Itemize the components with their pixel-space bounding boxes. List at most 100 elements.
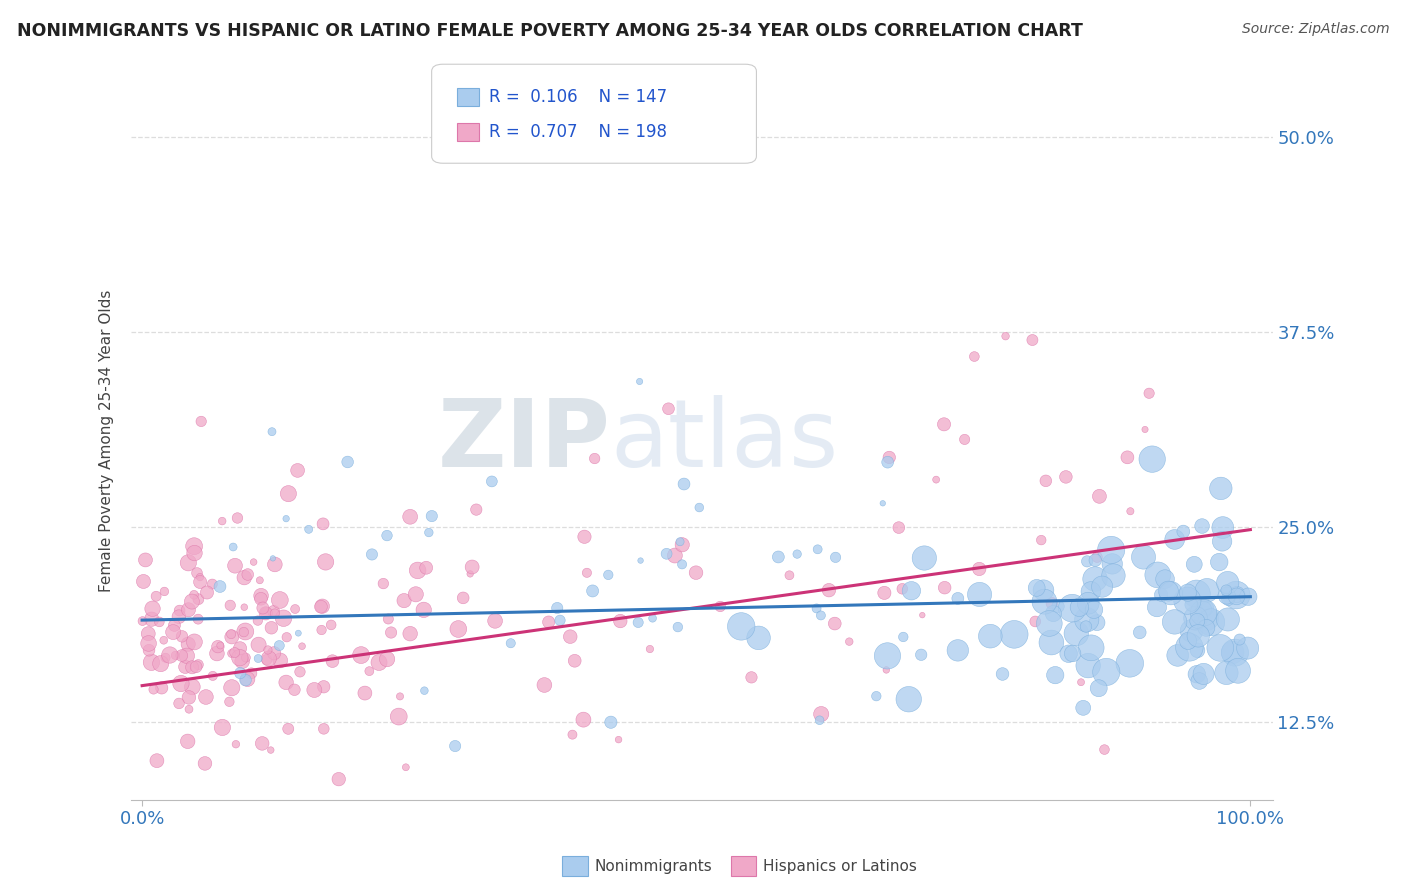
Point	[388, 690, 411, 704]
Point	[740, 670, 762, 684]
Point	[380, 625, 402, 640]
Point	[256, 653, 278, 667]
Point	[260, 621, 283, 635]
Point	[187, 612, 209, 626]
Point	[247, 638, 270, 652]
Point	[277, 486, 299, 500]
Point	[142, 682, 165, 697]
Point	[287, 463, 309, 477]
Point	[1099, 543, 1122, 558]
Point	[1180, 598, 1202, 612]
Text: R =  0.707    N = 198: R = 0.707 N = 198	[489, 123, 668, 141]
Point	[412, 603, 434, 617]
Point	[1212, 520, 1234, 534]
Point	[688, 500, 710, 515]
Text: NONIMMIGRANTS VS HISPANIC OR LATINO FEMALE POVERTY AMONG 25-34 YEAR OLDS CORRELA: NONIMMIGRANTS VS HISPANIC OR LATINO FEMA…	[17, 22, 1083, 40]
Point	[149, 657, 172, 671]
Point	[664, 549, 686, 563]
Point	[311, 623, 333, 637]
Point	[946, 591, 969, 606]
Point	[1129, 625, 1152, 640]
Point	[1057, 647, 1080, 661]
Point	[1045, 668, 1067, 682]
Point	[277, 722, 299, 736]
Point	[666, 620, 689, 634]
Point	[581, 584, 603, 599]
Point	[672, 477, 695, 491]
Point	[399, 626, 422, 640]
Point	[187, 657, 209, 672]
Point	[181, 594, 204, 608]
Point	[312, 516, 335, 531]
Point	[1154, 572, 1177, 586]
Point	[1091, 580, 1114, 594]
Point	[786, 547, 808, 561]
Text: Nonimmigrants: Nonimmigrants	[595, 859, 713, 873]
Point	[219, 627, 242, 641]
Point	[561, 728, 583, 742]
Point	[273, 611, 295, 625]
Point	[392, 593, 415, 607]
Point	[1101, 557, 1123, 571]
Point	[1199, 615, 1222, 630]
Point	[1083, 603, 1105, 617]
Point	[167, 609, 190, 624]
Point	[1182, 558, 1205, 572]
Point	[136, 626, 159, 640]
Text: atlas: atlas	[610, 395, 839, 487]
Point	[1216, 575, 1239, 590]
Point	[1095, 665, 1118, 679]
Point	[312, 680, 335, 694]
Point	[395, 760, 418, 774]
Point	[1227, 664, 1250, 678]
Point	[231, 654, 253, 668]
Point	[177, 556, 200, 570]
Point	[162, 625, 184, 640]
Point	[146, 754, 169, 768]
Point	[263, 604, 285, 618]
Point	[891, 630, 914, 644]
Point	[254, 606, 277, 620]
Point	[911, 608, 934, 623]
Point	[269, 639, 291, 653]
Point	[291, 639, 314, 653]
Point	[321, 654, 343, 668]
Point	[211, 721, 233, 735]
Point	[176, 648, 198, 663]
Point	[1226, 587, 1249, 601]
Point	[269, 593, 291, 607]
Point	[283, 682, 305, 697]
Point	[276, 511, 298, 525]
Point	[824, 550, 846, 565]
Point	[388, 709, 411, 723]
Point	[897, 692, 920, 706]
Point	[1185, 667, 1208, 681]
Point	[177, 702, 200, 716]
Point	[229, 641, 252, 656]
Point	[150, 681, 173, 695]
Point	[190, 414, 212, 428]
Point	[152, 633, 174, 648]
Point	[1195, 583, 1218, 598]
Point	[447, 622, 470, 636]
Point	[188, 570, 211, 584]
Point	[1062, 601, 1084, 615]
Point	[288, 665, 311, 679]
Point	[315, 555, 337, 569]
Point	[991, 667, 1014, 681]
Point	[257, 643, 280, 657]
Point	[887, 520, 910, 534]
Point	[1237, 590, 1260, 604]
Point	[405, 587, 427, 601]
Point	[1119, 657, 1142, 671]
Point	[276, 630, 298, 644]
Point	[183, 539, 205, 553]
Point	[627, 615, 650, 630]
Point	[1222, 645, 1244, 659]
Point	[1215, 583, 1237, 598]
Point	[1185, 587, 1208, 601]
Point	[1119, 504, 1142, 518]
Point	[181, 660, 204, 674]
Point	[778, 568, 800, 582]
Point	[1192, 606, 1215, 620]
